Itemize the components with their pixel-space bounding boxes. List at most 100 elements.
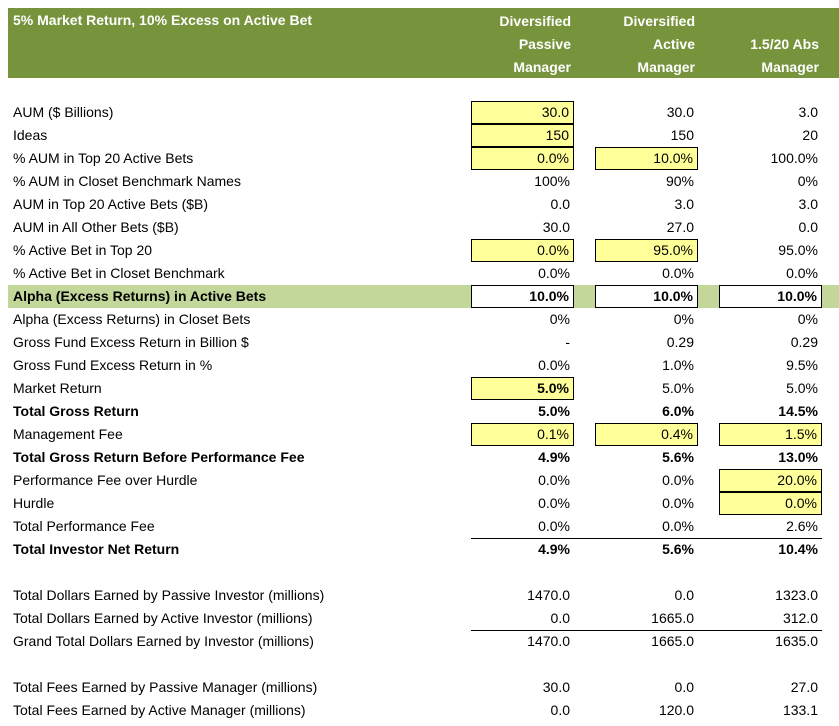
cell[interactable]: 5.0% (786, 380, 818, 396)
cell[interactable]: 0.0 (798, 219, 818, 235)
cell[interactable]: 0.0 (674, 587, 694, 603)
cell[interactable]: 30.0 (542, 219, 570, 235)
table-row: Gross Fund Excess Return in Billion $ - 0.… (0, 331, 839, 354)
cell[interactable]: 0.0% (662, 265, 694, 281)
column-header-line: Diversified (623, 13, 695, 29)
row-label: Total Gross Return Before Performance Fe… (13, 449, 305, 465)
cell[interactable]: 0.0% (662, 495, 694, 511)
cell[interactable]: 0.0% (538, 265, 570, 281)
cell[interactable]: 90% (665, 173, 694, 189)
cell[interactable]: 10.0% (595, 285, 698, 308)
cell[interactable]: 9.5% (786, 357, 818, 373)
column-header-line (719, 10, 819, 33)
cell[interactable]: 1665.0 (651, 610, 694, 626)
cell[interactable]: 10.0% (471, 285, 574, 308)
cell[interactable]: 27.0 (790, 679, 818, 695)
cell[interactable]: 20.0% (719, 469, 822, 492)
cell[interactable]: 6.0% (662, 403, 694, 419)
cell[interactable]: 100% (534, 173, 570, 189)
row-label: Hurdle (13, 495, 55, 511)
cell[interactable]: 27.0 (666, 219, 694, 235)
cell[interactable]: 0.0% (538, 518, 570, 534)
cell[interactable]: 0.0 (674, 679, 694, 695)
cell[interactable]: 10.0% (595, 147, 698, 170)
cell[interactable]: 0% (549, 311, 570, 327)
column-header-passive: Diversified Passive Manager (471, 10, 571, 79)
table-row: Total Gross Return 5.0% 6.0% 14.5% (0, 400, 839, 423)
cell[interactable]: 5.6% (662, 449, 694, 465)
sheet-title: 5% Market Return, 10% Excess on Active B… (13, 12, 313, 28)
table-row: AUM in Top 20 Active Bets ($B) 0.0 3.0 3.0 (0, 193, 839, 216)
cell[interactable]: 1470.0 (527, 633, 570, 649)
cell[interactable]: 30.0 (666, 104, 694, 120)
cell[interactable]: 30.0 (542, 679, 570, 695)
cell[interactable]: 120.0 (658, 702, 694, 718)
cell[interactable]: 3.0 (674, 196, 694, 212)
cell[interactable]: 0.0 (550, 610, 570, 626)
cell[interactable]: 0.1% (471, 423, 574, 446)
cell[interactable]: 1665.0 (651, 633, 694, 649)
cell[interactable]: 30.0 (471, 101, 574, 124)
cell[interactable]: 1323.0 (775, 587, 818, 603)
cell[interactable]: 95.0% (595, 239, 698, 262)
cell[interactable]: 5.0% (471, 377, 574, 400)
table-row: % Active Bet in Top 20 0.0% 95.0% 95.0% (0, 239, 839, 262)
table-row: % Active Bet in Closet Benchmark 0.0% 0.0%… (0, 262, 839, 285)
cell[interactable]: 312.0 (782, 610, 818, 626)
table-row: Total Fees Earned by Active Manager (mil… (0, 699, 839, 722)
cell[interactable]: 0% (797, 173, 818, 189)
column-header-line: Manager (637, 59, 695, 75)
cell[interactable]: 1635.0 (775, 633, 818, 649)
spacer-row (0, 653, 839, 676)
table-row: Management Fee 0.1% 0.4% 1.5% (0, 423, 839, 446)
cell[interactable]: 4.9% (538, 449, 570, 465)
cell[interactable]: 0.4% (595, 423, 698, 446)
cell[interactable]: 150 (670, 127, 694, 143)
cell[interactable]: 0.0% (662, 518, 694, 534)
cell[interactable]: 4.9% (538, 541, 570, 557)
cell[interactable]: 0.0% (786, 265, 818, 281)
cell[interactable]: 1.5% (719, 423, 822, 446)
cell[interactable]: 0% (797, 311, 818, 327)
cell[interactable]: 1470.0 (527, 587, 570, 603)
table-row: Total Fees Earned by Passive Manager (mi… (0, 676, 839, 699)
row-label: Gross Fund Excess Return in Billion $ (13, 334, 249, 350)
cell[interactable]: 0.0% (471, 239, 574, 262)
cell[interactable]: 2.6% (786, 518, 818, 534)
cell[interactable]: 5.0% (662, 380, 694, 396)
cell[interactable]: 133.1 (782, 702, 818, 718)
cell[interactable]: 150 (471, 124, 574, 147)
table-row: AUM in All Other Bets ($B) 30.0 27.0 0.0 (0, 216, 839, 239)
cell[interactable]: 0.0% (538, 495, 570, 511)
cell[interactable]: 20 (802, 127, 818, 143)
cell[interactable]: - (565, 334, 570, 350)
cell[interactable]: 0.0% (662, 472, 694, 488)
cell[interactable]: 0.0% (471, 147, 574, 170)
row-label: % AUM in Top 20 Active Bets (13, 150, 194, 166)
cell[interactable]: 0.0% (538, 357, 570, 373)
cell[interactable]: 100.0% (770, 150, 818, 166)
cell[interactable]: 95.0% (778, 242, 818, 258)
table-row: Total Dollars Earned by Active Investor … (0, 607, 839, 630)
cell[interactable]: 3.0 (798, 196, 818, 212)
cell[interactable]: 0.0 (550, 702, 570, 718)
cell[interactable]: 5.6% (662, 541, 694, 557)
row-label: Performance Fee over Hurdle (13, 472, 198, 488)
column-header-line: Active (652, 36, 695, 52)
cell[interactable]: 0.0 (550, 196, 570, 212)
cell[interactable]: 0% (673, 311, 694, 327)
cell[interactable]: 10.0% (719, 285, 822, 308)
table-row: Grand Total Dollars Earned by Investor (… (0, 630, 839, 653)
cell[interactable]: 0.0% (719, 492, 822, 515)
row-label: Total Gross Return (13, 403, 139, 419)
cell[interactable]: 1.0% (662, 357, 694, 373)
cell[interactable]: 0.29 (666, 334, 694, 350)
cell[interactable]: 0.0% (538, 472, 570, 488)
cell[interactable]: 5.0% (538, 403, 570, 419)
cell[interactable]: 13.0% (778, 449, 818, 465)
cell[interactable]: 10.4% (778, 541, 818, 557)
cell[interactable]: 0.29 (790, 334, 818, 350)
cell[interactable]: 14.5% (778, 403, 818, 419)
cell[interactable]: 3.0 (798, 104, 818, 120)
table-row: % AUM in Closet Benchmark Names 100% 90% 0% (0, 170, 839, 193)
